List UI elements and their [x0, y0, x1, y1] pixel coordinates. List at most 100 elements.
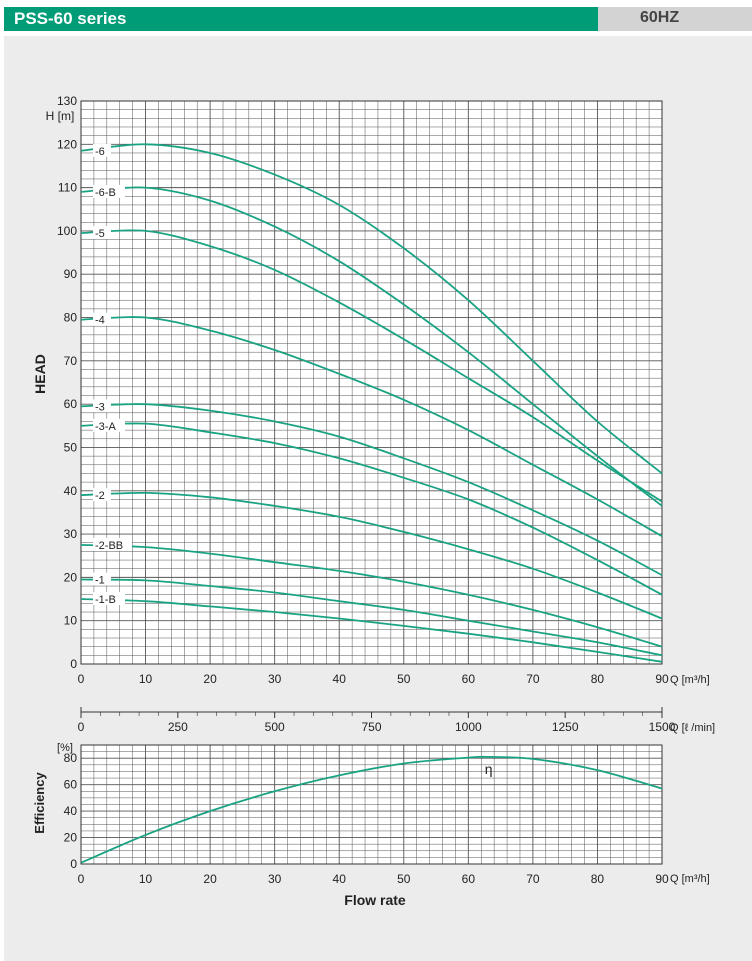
- lmin-xtick-label: 1000: [455, 720, 482, 734]
- efficiency-ytick-label: 0: [70, 857, 77, 871]
- head-curve-label: -4: [95, 315, 105, 327]
- lmin-xtick-label: 500: [265, 720, 285, 734]
- efficiency-xtick-label: 50: [397, 872, 411, 886]
- efficiency-chart-grid: [80, 744, 663, 865]
- head-curve-label-bg: [93, 537, 132, 551]
- head-ytick-label: 90: [64, 267, 78, 281]
- head-xtick-label: 40: [333, 672, 347, 686]
- head-curve-label-bg: [93, 399, 111, 413]
- head-xtick-label: 30: [268, 672, 282, 686]
- efficiency-line: [80, 755, 663, 864]
- head-ytick-label: 10: [64, 614, 78, 628]
- head-ytick-label: 60: [64, 397, 78, 411]
- head-curve-label: -1: [95, 575, 105, 587]
- head-ytick-label: 120: [57, 137, 77, 151]
- head-ytick-label: 110: [58, 181, 77, 195]
- head-xtick-label: 20: [203, 672, 217, 686]
- efficiency-ytick-label: 60: [64, 778, 78, 792]
- head-xunit: Q [m³/h]: [670, 674, 710, 686]
- head-curve: [80, 403, 663, 576]
- efficiency-xtick-label: 10: [139, 872, 153, 886]
- efficiency-xtick-label: 0: [78, 872, 85, 886]
- head-xtick-label: 10: [139, 672, 153, 686]
- head-plot-bg: [81, 101, 662, 664]
- lmin-xtick-label: 250: [168, 720, 188, 734]
- head-ytick-label: 20: [64, 570, 78, 584]
- head-xtick-label: 50: [397, 672, 411, 686]
- efficiency-xtick-label: 90: [655, 872, 669, 886]
- head-plot-frame: [80, 100, 663, 665]
- lmin-xtick-label: 750: [361, 720, 381, 734]
- head-ytick-label: 130: [57, 94, 77, 108]
- header: PSS-60 series 60HZ: [0, 0, 752, 34]
- head-ytick-label: 70: [64, 354, 78, 368]
- head-curve: [80, 491, 663, 620]
- head-curve-label: -5: [95, 228, 105, 240]
- efficiency-xtick-label: 80: [591, 872, 605, 886]
- frequency-label: 60HZ: [640, 9, 680, 26]
- head-yunit: H [m]: [46, 109, 75, 123]
- efficiency-ytick-label: 80: [64, 751, 78, 765]
- efficiency-ytick-label: 40: [64, 804, 78, 818]
- head-curve: [80, 544, 663, 648]
- head-curve: [80, 143, 663, 475]
- efficiency-ytick-label: 20: [64, 831, 78, 845]
- head-ytick-label: 0: [70, 657, 77, 671]
- head-curve-label: -2: [95, 490, 105, 502]
- head-ytick-label: 80: [64, 311, 78, 325]
- head-curve-label: -3: [95, 401, 105, 413]
- head-curve-label: -6-B: [95, 187, 116, 199]
- head-curve-label-bg: [93, 488, 111, 502]
- head-curve-label: -3-A: [95, 421, 116, 433]
- efficiency-chart-axes: 0 20 40 60 80 0 10 20 30 40 50 60 70 80 90: [64, 751, 669, 886]
- head-curve-label: -6: [95, 146, 105, 158]
- lmin-xtick-label: 1500: [649, 720, 676, 734]
- head-chart-axes: 0 10 20 30 40 50 60 70 80 90 100 110 120 130 0 10 20 30 40…: [57, 94, 669, 686]
- head-ytick-label: 100: [57, 224, 77, 238]
- head-curve-label-bg: [93, 418, 125, 432]
- efficiency-ylabel: Efficiency: [32, 772, 47, 834]
- efficiency-xtick-label: 70: [526, 872, 540, 886]
- lmin-axis: 0 250 500 750 1000 1250 1500: [78, 707, 676, 734]
- head-ytick-label: 30: [64, 527, 78, 541]
- efficiency-yunit: [%]: [57, 742, 73, 754]
- efficiency-xtick-label: 60: [462, 872, 476, 886]
- series-title: PSS-60 series: [14, 9, 127, 28]
- head-curve-label: -2-BB: [95, 540, 123, 552]
- efficiency-plot-frame: [80, 744, 663, 865]
- head-curve-label-bg: [93, 143, 111, 157]
- efficiency-xlabel: Flow rate: [344, 892, 406, 908]
- efficiency-curve: η: [80, 755, 663, 864]
- head-curve: [80, 316, 663, 537]
- head-curve: [80, 229, 663, 503]
- head-curve-label-bg: [93, 572, 111, 586]
- head-curve: [80, 578, 663, 657]
- head-curve-label: -1-B: [95, 594, 116, 606]
- series-title-bar: PSS-60 series: [4, 7, 598, 31]
- lmin-xtick-label: 0: [78, 720, 85, 734]
- head-xtick-label: 80: [591, 672, 605, 686]
- head-xtick-label: 0: [78, 672, 85, 686]
- head-curve: [80, 598, 663, 663]
- head-curve: [80, 186, 663, 507]
- lmin-xunit: Q [ℓ /min]: [670, 722, 715, 734]
- head-curve-label-bg: [93, 226, 111, 240]
- head-ytick-label: 40: [64, 484, 78, 498]
- head-curve-label-bg: [93, 312, 111, 326]
- head-ytick-label: 50: [64, 440, 78, 454]
- head-xtick-label: 90: [655, 672, 669, 686]
- frequency-bar: 60HZ: [598, 7, 752, 31]
- lmin-xtick-label: 1250: [552, 720, 579, 734]
- head-xtick-label: 60: [462, 672, 476, 686]
- efficiency-xtick-label: 20: [203, 872, 217, 886]
- efficiency-xunit: Q [m³/h]: [670, 873, 710, 885]
- efficiency-xtick-label: 30: [268, 872, 282, 886]
- head-ylabel: HEAD: [32, 354, 48, 394]
- head-curve-label-bg: [93, 592, 125, 606]
- head-curves: -6 -6-B -5 -4 -3 -3-A -2 -2-BB -1 -1-B: [80, 143, 663, 663]
- efficiency-curve-label: η: [485, 761, 493, 777]
- head-chart-grid: [80, 100, 663, 665]
- head-curve: [80, 422, 663, 596]
- head-xtick-label: 70: [526, 672, 540, 686]
